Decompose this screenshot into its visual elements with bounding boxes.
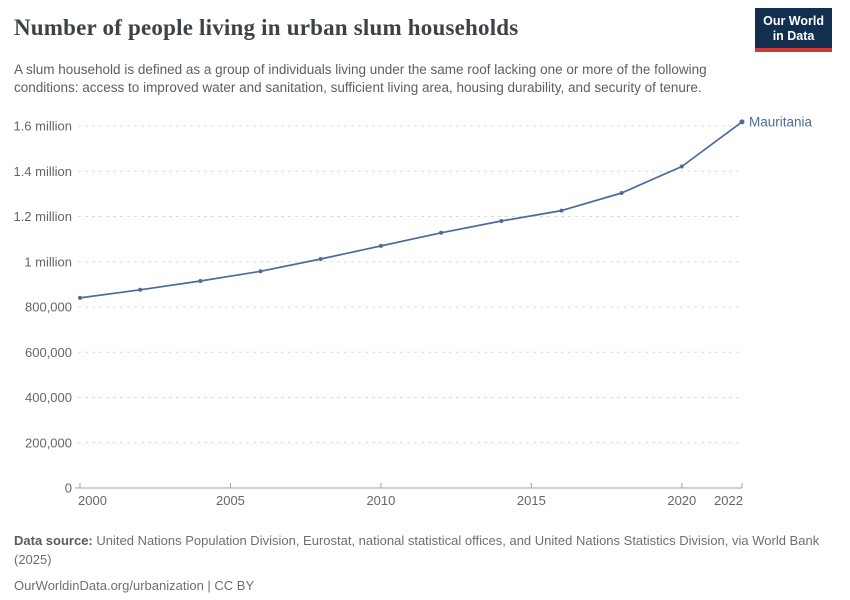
svg-text:1.6 million: 1.6 million xyxy=(14,118,72,133)
chart-area: 0 200,000 400,000 600,000 800,000 1 million 1.… xyxy=(13,99,836,528)
svg-text:600,000: 600,000 xyxy=(25,345,72,360)
data-point xyxy=(739,119,745,125)
svg-text:1.2 million: 1.2 million xyxy=(14,209,72,224)
svg-text:2015: 2015 xyxy=(517,493,546,508)
svg-text:200,000: 200,000 xyxy=(25,435,72,450)
title-row: Number of people living in urban slum ho… xyxy=(14,8,836,52)
data-point xyxy=(198,278,203,283)
data-source-label: Data source: xyxy=(14,532,93,548)
page-title: Number of people living in urban slum ho… xyxy=(14,15,519,40)
data-point xyxy=(619,190,624,195)
x-axis xyxy=(75,482,743,489)
owid-logo-line2: in Data xyxy=(772,29,815,43)
svg-text:1.4 million: 1.4 million xyxy=(14,164,72,179)
data-source-line: Data source: United Nations Population D… xyxy=(14,532,826,570)
owid-logo-line1: Our World xyxy=(763,14,824,28)
series-line: Mauritania xyxy=(78,114,813,300)
owid-logo[interactable]: Our World in Data xyxy=(755,8,832,52)
data-point xyxy=(679,164,684,169)
svg-text:0: 0 xyxy=(65,480,72,495)
data-source-text: United Nations Population Division, Euro… xyxy=(14,532,820,567)
y-axis-labels: 0 200,000 400,000 600,000 800,000 1 million 1.… xyxy=(13,118,72,495)
data-point xyxy=(378,243,383,248)
data-point xyxy=(258,269,263,274)
svg-text:2000: 2000 xyxy=(78,493,107,508)
x-axis-labels: 2000 2005 2010 2015 2020 2022 xyxy=(78,493,743,508)
svg-text:1 million: 1 million xyxy=(24,254,72,269)
svg-text:400,000: 400,000 xyxy=(25,390,72,405)
svg-text:2020: 2020 xyxy=(667,493,696,508)
svg-text:800,000: 800,000 xyxy=(25,299,72,314)
data-point xyxy=(318,256,323,261)
svg-text:2010: 2010 xyxy=(366,493,395,508)
entity-label: Mauritania xyxy=(749,114,813,129)
data-point xyxy=(138,287,143,292)
gridlines xyxy=(78,125,742,444)
svg-text:2005: 2005 xyxy=(216,493,245,508)
line-chart: 0 200,000 400,000 600,000 800,000 1 million 1.… xyxy=(13,114,813,508)
footer: Data source: United Nations Population D… xyxy=(14,532,836,596)
svg-text:2022: 2022 xyxy=(714,493,743,508)
chart-subtitle: A slum household is defined as a group o… xyxy=(14,62,707,95)
header: Number of people living in urban slum ho… xyxy=(14,8,836,97)
data-point xyxy=(439,230,444,235)
footer-link[interactable]: OurWorldinData.org/urbanization | CC BY xyxy=(14,577,255,593)
data-point xyxy=(78,295,82,300)
data-point xyxy=(559,208,564,213)
data-point xyxy=(499,218,504,223)
